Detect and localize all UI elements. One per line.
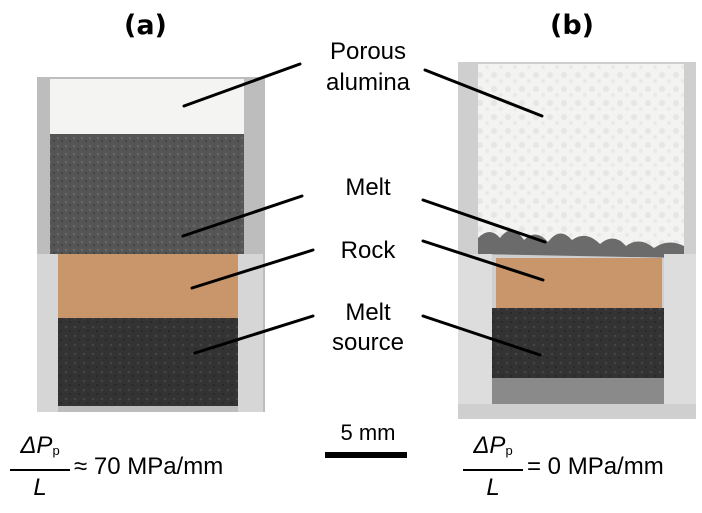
equation-b-fraction-bar — [463, 469, 523, 471]
sample-b-melt-source — [492, 308, 664, 378]
panel-label-a: (a) — [124, 10, 167, 41]
label-melt: Melt — [345, 174, 391, 201]
sample-a-rock — [58, 254, 238, 318]
leader-rock-a — [190, 248, 315, 290]
leader-porous-b — [423, 68, 544, 118]
sample-a — [37, 77, 265, 412]
equation-b-relation: = 0 MPa/mm — [527, 453, 664, 480]
sample-b — [458, 62, 696, 419]
sample-b-wall-right — [664, 254, 696, 404]
equation-b-denominator: L — [486, 474, 500, 501]
scale-bar — [325, 452, 407, 458]
equation-a-fraction-bar — [10, 469, 70, 471]
leader-source-a — [193, 314, 315, 355]
equation-a-denominator: L — [33, 474, 47, 501]
equation-b-subscript: p — [505, 443, 513, 458]
sample-a-wall-left — [37, 254, 58, 412]
equation-a-subscript: p — [52, 443, 60, 458]
equation-a: ΔPp L ≈ 70 MPa/mm — [10, 432, 310, 512]
sample-a-melt — [50, 134, 244, 254]
scale-bar-label: 5 mm — [340, 420, 396, 445]
sample-b-rock — [496, 258, 662, 308]
sample-b-alumina — [478, 64, 684, 254]
equation-a-numerator: ΔPp — [20, 432, 60, 459]
sample-a-alumina — [50, 79, 244, 134]
leader-porous-a — [182, 62, 302, 108]
equation-b-numerator: ΔPp — [473, 432, 513, 459]
label-melt-source-2: source — [331, 329, 405, 356]
label-melt-source-1: Melt — [345, 299, 391, 326]
label-rock: Rock — [340, 237, 396, 264]
label-alumina: alumina — [325, 69, 411, 96]
equation-a-relation: ≈ 70 MPa/mm — [74, 453, 224, 480]
equation-b: ΔPp L = 0 MPa/mm — [463, 432, 701, 512]
leader-rock-b — [421, 239, 545, 282]
sample-a-melt-source — [58, 318, 238, 406]
label-porous: Porous — [329, 38, 407, 65]
leader-melt-b — [421, 198, 547, 244]
sample-b-base — [478, 378, 684, 404]
panel-label-b: (b) — [550, 10, 595, 41]
leader-lines — [181, 62, 547, 357]
leader-melt-a — [181, 194, 304, 238]
leader-source-b — [421, 314, 542, 357]
